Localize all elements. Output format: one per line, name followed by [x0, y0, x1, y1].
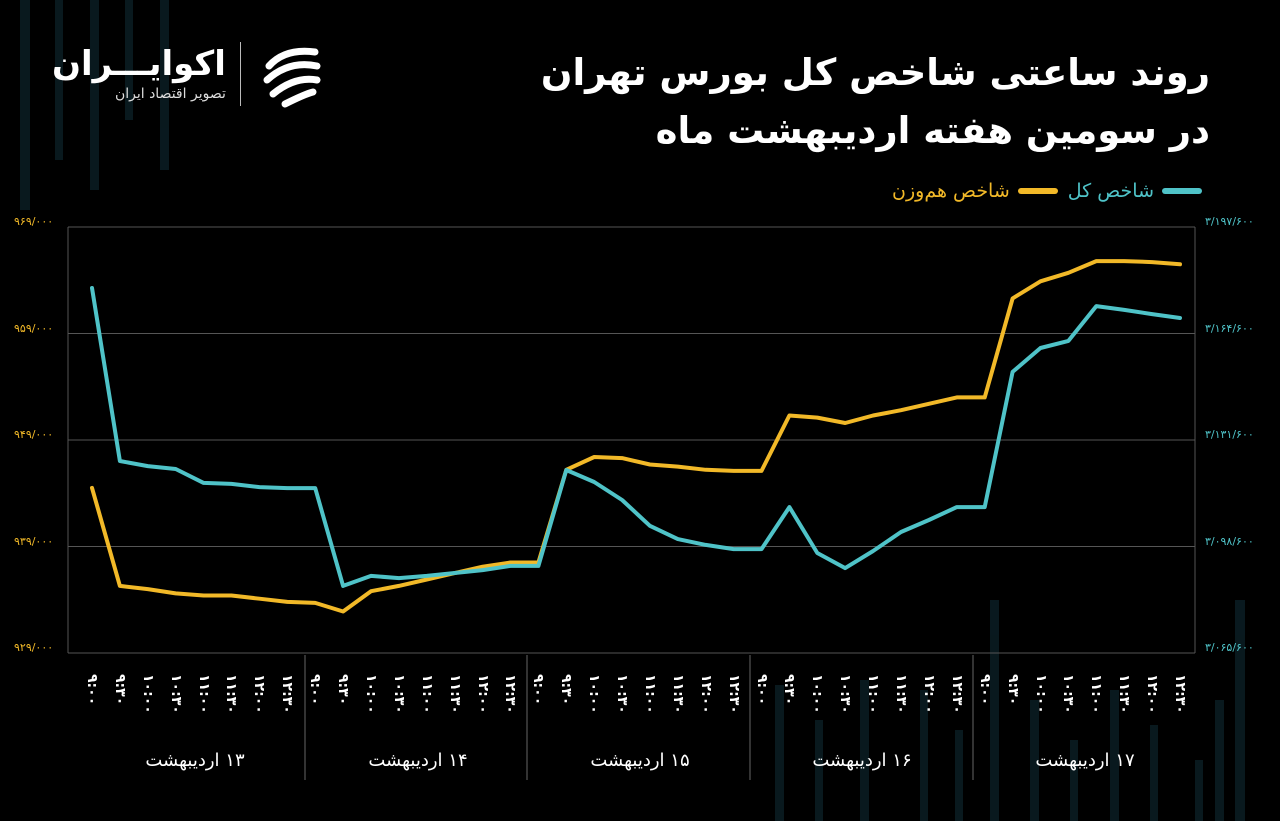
time-tick: ۱۱:۳۰ — [893, 674, 910, 714]
chart-legend: شاخص کل شاخص هم‌وزن — [892, 180, 1202, 202]
time-tick: ۱۰:۳۰ — [167, 674, 184, 714]
legend-label: شاخص هم‌وزن — [892, 180, 1010, 202]
total-index-line — [90, 286, 1182, 588]
time-tick: ۱۰:۳۰ — [837, 674, 854, 714]
time-tick: ۹:۰۰ — [976, 674, 993, 706]
left-axis-tick: ۹۶۹/۰۰۰ — [14, 215, 54, 228]
time-tick: ۹:۰۰ — [84, 674, 100, 706]
time-tick: ۱۲:۰۰ — [251, 674, 268, 714]
left-axis-tick: ۹۲۹/۰۰۰ — [14, 641, 54, 654]
time-tick: ۱۰:۰۰ — [586, 674, 603, 714]
time-tick: ۱۱:۰۰ — [418, 674, 435, 714]
day-label: ۱۷ اردیبهشت — [1035, 750, 1135, 771]
time-tick: ۱۱:۰۰ — [1088, 674, 1105, 714]
left-axis-tick: ۹۳۹/۰۰۰ — [14, 535, 54, 548]
time-tick: ۱۱:۳۰ — [669, 674, 686, 714]
time-tick: ۹:۳۰ — [335, 674, 352, 706]
time-tick: ۱۲:۰۰ — [1144, 674, 1161, 714]
title-line-1: روند ساعتی شاخص کل بورس تهران — [540, 51, 1210, 94]
time-tick: ۹:۳۰ — [1004, 674, 1021, 706]
time-tick: ۱۲:۳۰ — [1172, 674, 1188, 714]
right-axis-tick: ۳/۱۳۱/۶۰۰ — [1205, 428, 1254, 441]
time-tick: ۱۱:۰۰ — [195, 674, 212, 714]
legend-item-total-index: شاخص کل — [1068, 180, 1202, 202]
title-line-2: در سومین هفته اردیبهشت ماه — [655, 109, 1210, 152]
time-tick: ۹:۳۰ — [111, 674, 128, 706]
time-tick: ۹:۰۰ — [530, 674, 547, 706]
day-label: ۱۵ اردیبهشت — [590, 750, 690, 771]
right-axis-tick: ۳/۱۹۷/۶۰۰ — [1205, 215, 1254, 228]
legend-label: شاخص کل — [1067, 180, 1154, 202]
logo-name: اکوایـــران — [52, 44, 226, 84]
day-label: ۱۶ اردیبهشت — [812, 750, 912, 771]
time-tick: ۱۱:۰۰ — [865, 674, 882, 714]
time-tick: ۱۰:۰۰ — [1032, 674, 1049, 714]
time-tick: ۹:۳۰ — [781, 674, 798, 706]
time-tick: ۱۱:۳۰ — [1116, 674, 1133, 714]
time-tick: ۱۲:۳۰ — [948, 674, 965, 714]
time-tick: ۱۲:۰۰ — [697, 674, 714, 714]
time-tick: ۱۰:۰۰ — [809, 674, 826, 714]
right-axis-tick: ۳/۰۹۸/۶۰۰ — [1205, 535, 1254, 548]
logo-subtitle: تصویر اقتصاد ایران — [114, 86, 226, 102]
gridlines — [67, 226, 1196, 780]
left-axis-tick: ۹۴۹/۰۰۰ — [14, 428, 54, 441]
legend-swatch-yellow — [1017, 188, 1058, 194]
logo: اکوایـــران تصویر اقتصاد ایران — [52, 38, 327, 110]
time-tick: ۱۰:۳۰ — [614, 674, 631, 714]
time-tick: ۹:۰۰ — [307, 674, 324, 706]
time-tick: ۱۰:۰۰ — [139, 674, 156, 714]
day-label: ۱۴ اردیبهشت — [368, 750, 468, 771]
equal-weight-index-line — [90, 259, 1182, 614]
time-tick: ۱۲:۳۰ — [725, 674, 742, 714]
time-tick: ۹:۳۰ — [558, 674, 575, 706]
time-tick: ۱۱:۰۰ — [641, 674, 658, 714]
legend-swatch-cyan — [1162, 188, 1202, 194]
time-tick: ۱۲:۳۰ — [502, 674, 519, 714]
right-axis-tick: ۳/۰۶۵/۶۰۰ — [1205, 641, 1254, 654]
time-tick: ۱۱:۳۰ — [223, 674, 240, 714]
time-tick: ۱۲:۰۰ — [920, 674, 937, 714]
time-tick: ۹:۰۰ — [753, 674, 770, 706]
time-tick: ۱۰:۰۰ — [362, 674, 379, 714]
logo-divider — [239, 42, 241, 106]
legend-item-equal-weight-index: شاخص هم‌وزن — [892, 180, 1058, 202]
time-tick: ۱۲:۳۰ — [279, 674, 296, 714]
page-title: روند ساعتی شاخص کل بورس تهران در سومین ه… — [541, 44, 1210, 160]
time-tick: ۱۰:۳۰ — [1060, 674, 1077, 714]
time-tick: ۱۱:۳۰ — [446, 674, 463, 714]
left-axis-tick: ۹۵۹/۰۰۰ — [14, 322, 54, 335]
right-axis-tick: ۳/۱۶۴/۶۰۰ — [1205, 322, 1254, 335]
time-tick: ۱۲:۰۰ — [474, 674, 491, 714]
time-tick: ۱۰:۳۰ — [390, 674, 407, 714]
ecoiran-logo-icon — [263, 47, 321, 108]
day-label: ۱۳ اردیبهشت — [145, 750, 245, 771]
